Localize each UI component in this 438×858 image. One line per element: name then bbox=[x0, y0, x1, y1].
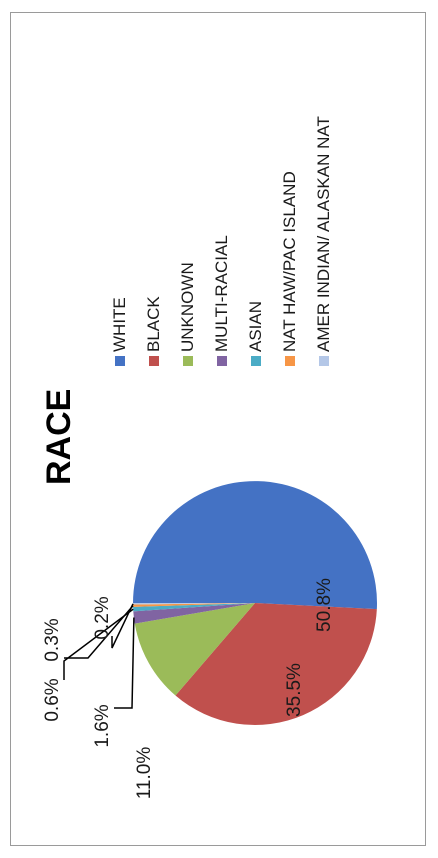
leader-line-multi-racial bbox=[114, 617, 135, 709]
chart-frame bbox=[10, 12, 426, 846]
legend-swatch-unknown bbox=[183, 356, 193, 366]
leader-line-nat-haw-pac-island bbox=[64, 605, 134, 659]
data-label-amer-indian-alaskan-nat: 0.2% bbox=[92, 596, 113, 639]
legend-swatch-multi-racial bbox=[217, 356, 227, 366]
legend-label-asian: ASIAN bbox=[246, 301, 265, 352]
legend-swatch-nat-haw-pac-island bbox=[285, 356, 295, 366]
data-label-nat-haw-pac-island: 0.3% bbox=[42, 618, 63, 661]
leader-line-amer-indian-alaskan-nat bbox=[111, 603, 134, 649]
pie-slice-asian bbox=[133, 603, 255, 612]
pie-slice-white bbox=[133, 481, 377, 610]
data-label-white: 50.8% bbox=[314, 578, 335, 632]
pie-slice-unknown bbox=[134, 603, 255, 696]
legend-label-nat-haw-pac-island: NAT HAW/PAC ISLAND bbox=[280, 171, 299, 352]
legend-label-unknown: UNKNOWN bbox=[178, 262, 197, 352]
chart-title: RACE bbox=[40, 389, 78, 485]
legend-label-white: WHITE bbox=[110, 297, 129, 352]
legend-label-black: BLACK bbox=[144, 296, 163, 352]
data-label-multi-racial: 1.6% bbox=[92, 704, 113, 747]
legend-swatch-black bbox=[149, 356, 159, 366]
legend-swatch-amer-indian-alaskan-nat bbox=[319, 356, 329, 366]
leader-line-asian bbox=[63, 608, 134, 680]
pie-slice-nat-haw-pac-island bbox=[133, 603, 255, 607]
pie-slice-black bbox=[175, 603, 377, 725]
data-label-unknown: 11.0% bbox=[134, 747, 155, 800]
legend-label-multi-racial: MULTI-RACIAL bbox=[212, 235, 231, 352]
data-label-asian: 0.6% bbox=[42, 678, 63, 721]
legend-swatch-asian bbox=[251, 356, 261, 366]
pie-slice-amer-indian-alaskan-nat bbox=[133, 603, 255, 605]
pie-slice-multi-racial bbox=[133, 603, 255, 624]
legend-swatch-white bbox=[115, 356, 125, 366]
data-label-black: 35.5% bbox=[284, 663, 305, 717]
legend-label-amer-indian-alaskan-nat: AMER INDIAN/ ALASKAN NAT bbox=[314, 116, 333, 352]
